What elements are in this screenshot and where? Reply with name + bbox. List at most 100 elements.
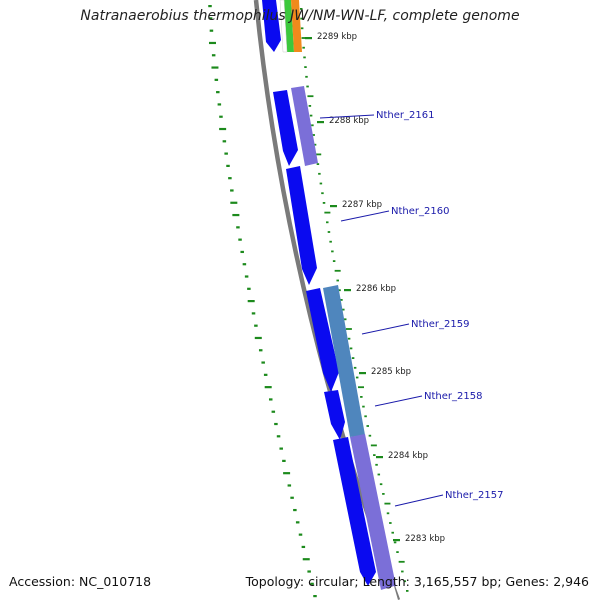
ring-tick (379, 483, 383, 486)
gc-mark (208, 41, 216, 45)
ring-tick (300, 8, 303, 10)
gc-mark (219, 127, 227, 131)
ring-tick (306, 85, 309, 88)
gc-mark (310, 582, 314, 585)
gc-mark (279, 447, 283, 450)
gc-mark (211, 66, 219, 69)
ring-tick (351, 357, 355, 359)
gc-mark (301, 545, 306, 549)
gene-label-leader (394, 494, 444, 507)
gc-mark (307, 570, 311, 573)
gc-mark (219, 115, 223, 118)
gc-mark (240, 250, 244, 254)
gc-mark (224, 152, 228, 155)
ring-tick (327, 231, 331, 233)
top-features (262, 0, 302, 53)
gene-label[interactable]: Nther_2159 (411, 319, 469, 330)
ring-tick (309, 114, 313, 117)
ring-tick (324, 211, 331, 214)
gc-mark (214, 78, 219, 81)
ring-tick (301, 37, 308, 39)
gc-mark (295, 521, 300, 524)
ring-tick (362, 405, 365, 408)
gene-label[interactable]: Nther_2161 (376, 110, 434, 121)
ring-tick (370, 444, 377, 447)
kbp-tick-label: 2284 kbp (388, 451, 428, 461)
ring-tick (343, 318, 347, 321)
accession-text: Accession: NC_010718 (9, 574, 152, 589)
ring-tick (326, 221, 329, 224)
gc-mark (209, 29, 214, 32)
ring-tick (349, 347, 353, 350)
cds-feature-top-blue (262, 0, 281, 52)
ring-tick (373, 454, 376, 456)
ring-tick (384, 502, 391, 505)
cds-band-nther-2161 (291, 86, 318, 166)
kbp-tick-label: 2287 kbp (342, 200, 382, 210)
ring-tick (336, 279, 339, 282)
ring-tick (308, 105, 312, 107)
gc-mark (230, 201, 238, 204)
cds-arrow-nther-2158 (324, 390, 345, 440)
ring-tick (316, 163, 320, 165)
ring-tick (338, 289, 341, 292)
gene-label[interactable]: Nther_2157 (445, 490, 503, 501)
genome-title: Natranaerobius thermophilus JW/NM-WN-LF,… (80, 8, 520, 24)
ring-tick (393, 541, 397, 544)
ring-tick (340, 299, 343, 301)
gc-mark (290, 496, 294, 499)
gc-mark (287, 484, 292, 487)
ring-tick (368, 434, 372, 437)
kbp-major-tick (359, 372, 366, 375)
ring-tick (396, 551, 399, 553)
gc-mark (274, 422, 278, 426)
gc-mark (271, 410, 276, 413)
kbp-tick-label: 2286 kbp (356, 284, 396, 294)
gc-mark (238, 238, 242, 241)
reverse-strand-cds (273, 90, 376, 586)
cds-feature-top-white (279, 0, 288, 53)
gc-mark (228, 177, 232, 180)
gene-label[interactable]: Nther_2160 (391, 206, 449, 217)
gene-label[interactable]: Nther_2158 (424, 391, 482, 402)
kbp-tick-labels: 2289 kbp 2288 kbp 2287 kbp 2286 kbp 2285 kbp… (305, 32, 445, 544)
ring-tick (401, 570, 404, 573)
gc-mark (264, 386, 272, 389)
kbp-major-tick (330, 205, 337, 208)
kbp-major-tick (305, 37, 312, 40)
ring-tick (391, 531, 394, 534)
cds-arrow-nther-2159 (306, 288, 339, 392)
position-tick-ring (300, 8, 409, 592)
ring-tick (364, 415, 367, 418)
gc-mark (222, 140, 227, 143)
gene-label-leader (319, 114, 375, 119)
gc-mark (263, 373, 268, 376)
ring-tick (305, 75, 308, 78)
gc-mark (226, 164, 230, 167)
ring-tick (312, 134, 315, 136)
forward-strand-cds (291, 86, 398, 600)
cds-feature-top-orange (291, 0, 302, 52)
gc-mark (268, 398, 273, 401)
genome-summary-text: Topology: circular; Length: 3,165,557 bp… (245, 574, 589, 589)
cds-band-end-white (381, 586, 398, 600)
gc-mark (283, 472, 291, 475)
ring-tick (406, 590, 409, 592)
ring-tick (366, 425, 369, 427)
gc-mark (217, 103, 222, 106)
gene-label-leader (361, 323, 410, 335)
gc-mark (258, 349, 263, 352)
cds-arrow-nther-2161 (273, 90, 298, 166)
gc-mark (313, 595, 317, 598)
ring-tick (318, 172, 321, 175)
gc-mark (208, 5, 212, 8)
ring-tick (353, 366, 357, 369)
ring-tick (382, 493, 385, 495)
kbp-tick-label: 2283 kbp (405, 534, 445, 544)
gc-mark (254, 336, 262, 340)
ring-tick (347, 337, 351, 340)
gc-mark (247, 287, 251, 290)
ring-tick (375, 463, 378, 466)
